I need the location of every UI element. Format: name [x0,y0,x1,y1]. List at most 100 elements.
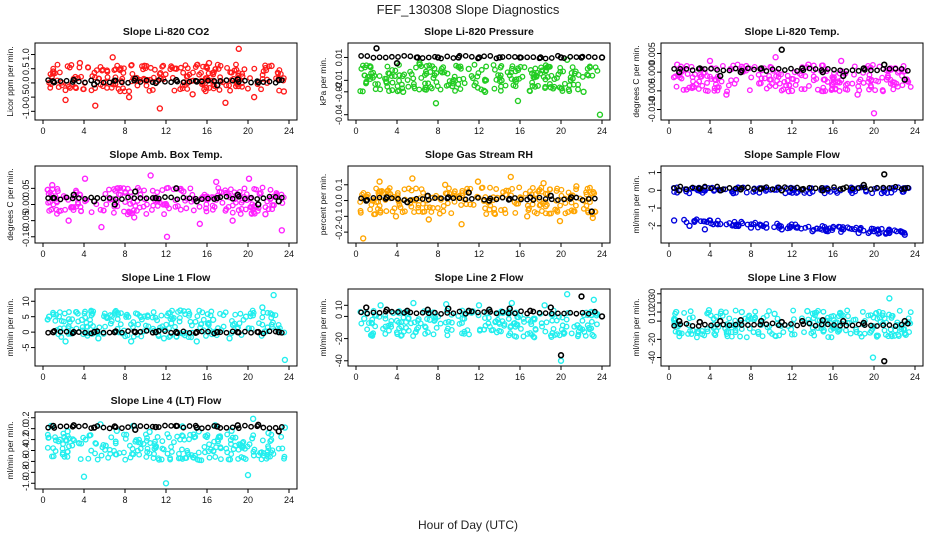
x-tick-label: 4 [394,126,399,136]
scatter-cloud-point [798,315,805,322]
data-point [531,71,538,78]
hourly-point [91,198,98,205]
scatter-cloud-point [211,438,218,445]
scatter-cloud-point [365,320,372,327]
hourly-point [732,65,739,72]
scatter-cloud-point [151,451,158,458]
hourly-point [837,322,844,329]
scatter-cloud-point [836,88,843,94]
hourly-point [364,310,371,317]
scatter-cloud-point [702,87,709,94]
scatter-cloud-point [678,75,685,82]
x-tick-label: 20 [556,126,566,136]
scatter-cloud-point [422,330,429,337]
scatter-cloud-point [785,88,792,95]
hourly-point [499,308,506,315]
scatter-cloud-point [686,315,693,322]
hourly-point [370,195,377,201]
scatter-cloud-point [763,85,770,92]
scatter-cloud-point [118,310,124,317]
scatter-cloud-point [194,313,201,320]
scatter-cloud-point [223,206,230,213]
scatter-cloud-point [50,65,57,72]
hourly-point [88,77,95,84]
data-point [270,291,277,299]
scatter-cloud-point [110,196,116,203]
scatter-cloud-point [547,186,554,193]
x-tick-label: 20 [243,495,253,505]
scatter-cloud-point [128,62,135,69]
hourly-point [63,328,70,335]
hourly-point [51,328,58,334]
scatter-cloud-point [399,209,406,216]
scatter-cloud-point [110,209,117,216]
hourly-point [180,79,187,86]
scatter-cloud-point [732,329,739,336]
hourly-point [720,186,727,193]
scatter-cloud-point [239,73,246,80]
hourly-point [695,323,702,329]
hourly-point [94,79,101,85]
data-point [820,327,827,334]
scatter-cloud-point [487,184,493,191]
scatter-cloud-point [444,70,451,77]
hourly-point [94,195,101,201]
hourly-point [462,52,469,59]
scatter-cloud-point [88,447,95,454]
scatter-cloud-point [44,186,51,193]
scatter-cloud-point [159,63,166,70]
scatter-cloud-point [542,203,549,210]
scatter-cloud-point [277,71,284,77]
scatter-cloud-point [439,69,446,76]
data-point [361,315,368,322]
hourly-point [266,425,273,432]
hourly-point [840,72,847,80]
hourly-point [536,309,543,316]
scatter-cloud-point [491,66,498,73]
scatter-cloud-point [256,190,263,197]
scatter-cloud-point [871,323,877,330]
hourly-point [155,77,162,84]
scatter-cloud-point [182,62,189,69]
scatter-cloud-point [267,453,273,460]
y-tick-label: -0.6 [21,454,31,470]
scatter-cloud-point [229,202,236,209]
hourly-point [475,309,481,316]
hourly-point [886,184,893,191]
scatter-cloud-point [159,438,166,445]
data-point [756,80,763,87]
hourly-point [806,184,813,191]
hourly-point [578,293,585,300]
hourly-point [874,67,880,74]
scatter-cloud-point [220,312,227,319]
hourly-point [174,196,181,203]
scatter-cloud-point [275,70,282,77]
hourly-point [143,327,150,334]
data-point [853,328,860,336]
scatter-cloud-point [540,73,547,80]
scatter-cloud-point [813,225,820,232]
scatter-cloud-point [369,316,376,323]
scatter-cloud-point [170,439,177,446]
scatter-cloud-point [568,330,575,337]
hourly-point [465,189,472,196]
x-tick-label: 16 [515,249,525,259]
hourly-point [180,194,187,201]
x-tick-label: 0 [40,495,45,505]
data-point [541,302,548,309]
scatter-cloud-point [699,331,706,338]
scatter-cloud-point [730,190,737,197]
chart-title: Slope Amb. Box Temp. [109,149,222,161]
scatter-cloud-point [444,332,451,339]
scatter-cloud-point [276,87,283,94]
x-tick-label: 12 [161,372,171,382]
hourly-point [892,65,899,72]
data-point [498,77,505,84]
hourly-point [152,194,159,202]
hourly-point [217,77,224,84]
scatter-cloud-point [883,229,890,236]
scatter-cloud-point [417,195,424,202]
data-point [205,59,213,67]
scatter-cloud-point [754,224,761,231]
scatter-cloud-point [548,72,555,79]
